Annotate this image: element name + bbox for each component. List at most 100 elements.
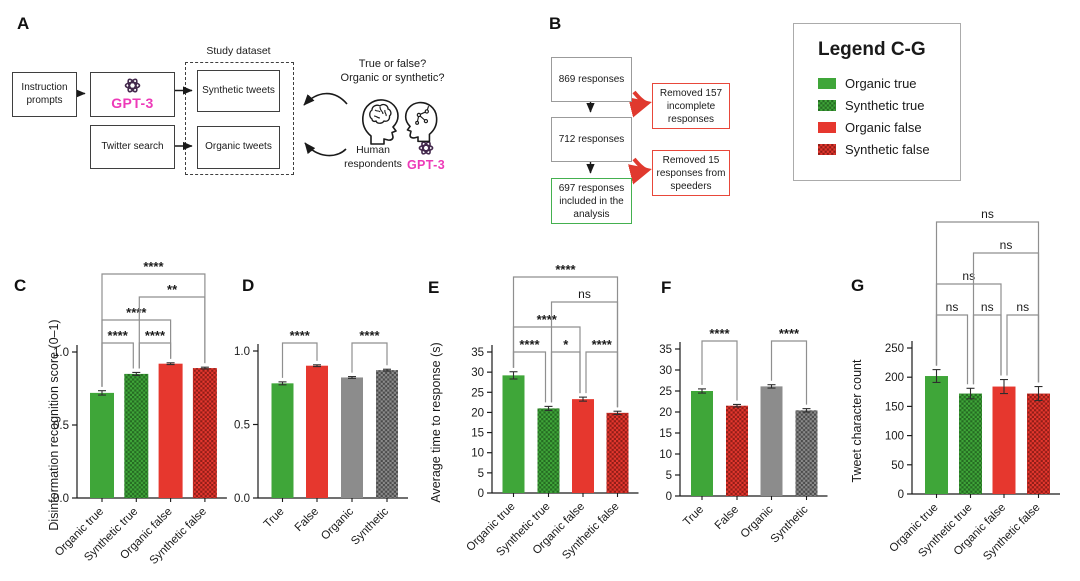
svg-text:Tweet character count: Tweet character count — [850, 359, 864, 483]
svg-text:****: **** — [519, 337, 540, 352]
panel-e-label: E — [428, 278, 440, 297]
svg-text:False: False — [293, 506, 321, 534]
svg-text:****: **** — [555, 262, 576, 277]
study-dataset-title: Study dataset — [206, 45, 271, 57]
svg-text:250: 250 — [885, 343, 904, 355]
svg-text:****: **** — [145, 328, 166, 343]
human-brain-head-icon — [362, 99, 399, 145]
svg-text:35: 35 — [659, 344, 672, 356]
legend-swatch-icon — [818, 99, 836, 111]
svg-text:0.5: 0.5 — [234, 420, 250, 432]
legend-swatch-icon — [818, 143, 836, 155]
svg-text:ns: ns — [1000, 238, 1013, 252]
svg-text:ns: ns — [962, 269, 975, 283]
panel-c-label: C — [14, 276, 27, 295]
panel-b-label: B — [549, 14, 562, 33]
svg-text:25: 25 — [471, 387, 484, 399]
legend-item-synthetic-true: Synthetic true — [818, 94, 960, 116]
legend-item-synthetic-false: Synthetic false — [818, 138, 960, 160]
svg-text:ns: ns — [981, 300, 994, 314]
gpt3-small-label: GPT-3 — [406, 158, 446, 172]
chart-E: 0 5 10 15 20 25 30 35 Average time to response (… — [429, 262, 639, 562]
flow-box-712: 712 responses — [551, 117, 632, 162]
svg-text:****: **** — [290, 328, 311, 343]
svg-text:150: 150 — [885, 401, 904, 413]
removed-box-2: Removed 15 responses from speeders — [652, 150, 730, 196]
svg-text:Disinformation recognition sco: Disinformation recognition score (0–1) — [47, 319, 61, 530]
svg-text:****: **** — [108, 328, 129, 343]
svg-text:1.0: 1.0 — [234, 346, 250, 358]
svg-text:****: **** — [709, 326, 730, 341]
legend-item-label: Organic false — [845, 119, 922, 135]
legend-box: Legend C-G Organic true Synthetic true Org… — [793, 23, 961, 181]
svg-text:****: **** — [143, 259, 164, 274]
svg-text:ns: ns — [578, 287, 591, 301]
svg-text:20: 20 — [659, 407, 672, 419]
question-line-2: Organic or synthetic? — [340, 72, 445, 84]
svg-text:ns: ns — [946, 300, 959, 314]
cycle-arrows-icon — [303, 92, 348, 157]
panel-a-arrows — [75, 86, 193, 151]
box-gpt3: GPT-3 — [90, 72, 175, 117]
svg-text:0.0: 0.0 — [53, 493, 69, 505]
svg-text:30: 30 — [471, 367, 484, 379]
svg-text:5: 5 — [478, 468, 484, 480]
svg-text:*: * — [563, 337, 569, 352]
removed-box-1: Removed 157 incomplete responses — [652, 83, 730, 129]
svg-text:True: True — [262, 506, 287, 531]
legend-swatch-icon — [818, 77, 836, 89]
svg-text:****: **** — [592, 337, 613, 352]
openai-logo-icon — [124, 78, 141, 93]
svg-text:****: **** — [359, 328, 380, 343]
panel-b-arrows — [586, 90, 652, 185]
panel-d-label: D — [242, 276, 255, 295]
svg-text:30: 30 — [659, 365, 672, 377]
svg-text:100: 100 — [885, 431, 904, 443]
panel-g-label: G — [851, 276, 865, 295]
box-synthetic-tweets: Synthetic tweets — [197, 70, 280, 112]
svg-text:0: 0 — [666, 491, 672, 503]
svg-text:200: 200 — [885, 372, 904, 384]
svg-text:Average time to response (s): Average time to response (s) — [429, 342, 443, 502]
flow-box-869: 869 responses — [551, 57, 632, 102]
svg-text:ns: ns — [981, 207, 994, 221]
svg-text:0: 0 — [478, 488, 484, 500]
svg-text:True: True — [681, 504, 706, 529]
ai-circuit-head-icon — [404, 101, 438, 143]
svg-text:35: 35 — [471, 347, 484, 359]
question-line-1: True or false? — [358, 58, 427, 70]
legend-title: Legend C-G — [818, 39, 926, 60]
svg-text:1.0: 1.0 — [53, 347, 69, 359]
svg-text:20: 20 — [471, 407, 484, 419]
svg-text:Synthetic: Synthetic — [769, 503, 811, 545]
svg-text:False: False — [713, 504, 741, 532]
svg-text:****: **** — [537, 312, 558, 327]
legend-item-label: Organic true — [845, 75, 917, 91]
box-instruction-prompts: Instruction prompts — [12, 72, 77, 117]
openai-logo-small-icon — [418, 141, 434, 155]
legend-item-organic-true: Organic true — [818, 72, 960, 94]
svg-text:25: 25 — [659, 386, 672, 398]
legend-item-label: Synthetic true — [845, 97, 925, 113]
flow-box-697: 697 responses included in the analysis — [551, 178, 632, 224]
svg-text:5: 5 — [666, 470, 672, 482]
human-respondents-label: Human respondents — [344, 144, 402, 170]
svg-text:Synthetic: Synthetic — [349, 505, 391, 547]
legend-item-label: Synthetic false — [845, 141, 930, 157]
panel-a-label: A — [17, 14, 30, 33]
study-dataset-box — [185, 62, 294, 175]
legend-swatch-icon — [818, 121, 836, 133]
legend-item-organic-false: Organic false — [818, 116, 960, 138]
legend-items: Organic true Synthetic true Organic false S… — [818, 72, 960, 160]
gpt3-box-label: GPT-3 — [111, 94, 154, 111]
svg-text:****: **** — [779, 326, 800, 341]
svg-text:10: 10 — [471, 448, 484, 460]
svg-text:**: ** — [167, 282, 178, 297]
box-organic-tweets: Organic tweets — [197, 126, 280, 169]
